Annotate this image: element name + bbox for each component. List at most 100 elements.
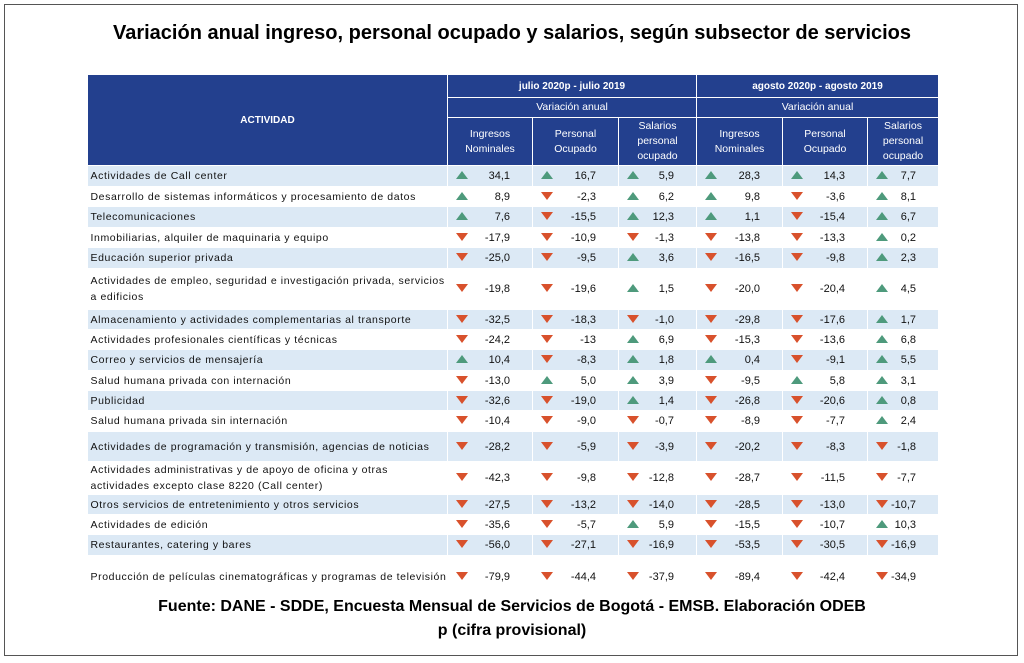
activity-cell: Correo y servicios de mensajería bbox=[87, 349, 448, 371]
value-text: -15,4 bbox=[819, 211, 845, 223]
arrow-down-icon bbox=[791, 416, 803, 424]
value-cell: -9,0 bbox=[532, 410, 619, 432]
arrow-down-icon bbox=[627, 499, 639, 508]
value-text: 1,4 bbox=[658, 394, 674, 407]
value-text: -8,3 bbox=[826, 440, 845, 453]
arrow-up-icon bbox=[876, 253, 888, 261]
value-cell: -20,0 bbox=[696, 268, 783, 310]
arrow-down-icon bbox=[627, 441, 639, 450]
value-cell: -10,7 bbox=[782, 514, 868, 535]
arrow-up-icon bbox=[876, 284, 888, 292]
value-cell: -28,2 bbox=[447, 431, 533, 462]
value-cell: -14,0 bbox=[618, 494, 697, 515]
value-text: 5,8 bbox=[829, 374, 845, 387]
header-activity: ACTIVIDAD bbox=[87, 74, 448, 166]
arrow-down-icon bbox=[791, 212, 803, 220]
value-cell: -1,0 bbox=[618, 309, 697, 330]
value-cell: -15,4 bbox=[782, 206, 868, 228]
arrow-up-icon bbox=[876, 395, 888, 404]
arrow-down-icon bbox=[705, 571, 717, 580]
arrow-down-icon bbox=[705, 314, 717, 323]
value-text: 1,8 bbox=[658, 354, 674, 366]
arrow-down-icon bbox=[791, 284, 803, 292]
arrow-up-icon bbox=[876, 375, 888, 384]
arrow-down-icon bbox=[627, 416, 639, 424]
value-cell: -10,9 bbox=[532, 227, 619, 248]
value-text: -17,9 bbox=[484, 231, 510, 244]
value-cell: -53,5 bbox=[696, 534, 783, 556]
value-text: -24,2 bbox=[484, 333, 510, 346]
arrow-down-icon bbox=[541, 473, 553, 481]
value-text: 6,8 bbox=[900, 333, 917, 346]
value-text: -25,0 bbox=[484, 252, 510, 264]
activity-cell: Actividades de empleo, seguridad e inves… bbox=[87, 268, 448, 310]
value-cell: -10,4 bbox=[447, 410, 533, 432]
arrow-up-icon bbox=[876, 232, 888, 241]
arrow-down-icon bbox=[791, 253, 803, 261]
value-text: -27,5 bbox=[484, 498, 510, 511]
value-cell: 3,1 bbox=[867, 370, 940, 391]
value-text: -13,6 bbox=[819, 333, 845, 346]
arrow-down-icon bbox=[541, 191, 553, 200]
arrow-down-icon bbox=[456, 540, 468, 548]
arrow-down-icon bbox=[791, 334, 803, 343]
value-cell: -8,3 bbox=[782, 431, 868, 462]
value-text: -16,5 bbox=[734, 252, 760, 264]
value-text: 6,7 bbox=[900, 211, 917, 223]
value-text: -19,0 bbox=[570, 394, 596, 407]
arrow-down-icon bbox=[456, 441, 468, 450]
arrow-down-icon bbox=[791, 473, 803, 481]
activity-cell: Salud humana privada sin internación bbox=[87, 410, 448, 432]
header-variation-august: Variación anual bbox=[695, 97, 940, 118]
header-col-ingresos: Ingresos Nominales bbox=[696, 117, 783, 166]
value-cell: -37,9 bbox=[618, 555, 697, 598]
value-text: -15,5 bbox=[734, 518, 760, 531]
arrow-up-icon bbox=[456, 355, 468, 363]
value-text: 34,1 bbox=[488, 170, 510, 182]
table-row: Educación superior privada -25,0 -9,5 3,6 -1… bbox=[87, 247, 940, 269]
value-cell: -5,7 bbox=[532, 514, 619, 535]
value-cell: -89,4 bbox=[696, 555, 783, 598]
activity-cell: Actividades de edición bbox=[87, 514, 448, 535]
arrow-down-icon bbox=[541, 519, 553, 528]
value-cell: 6,8 bbox=[867, 329, 940, 350]
arrow-down-icon bbox=[541, 499, 553, 508]
activity-cell: Desarrollo de sistemas informáticos y pr… bbox=[87, 186, 448, 207]
value-text: 4,5 bbox=[900, 283, 917, 295]
arrow-up-icon bbox=[456, 191, 468, 200]
value-text: -1,8 bbox=[897, 440, 917, 453]
table-row: Actividades de programación y transmisió… bbox=[87, 431, 940, 462]
value-cell: -34,9 bbox=[867, 555, 940, 598]
value-text: 10,4 bbox=[488, 354, 510, 366]
value-cell: 0,2 bbox=[867, 227, 940, 248]
provisional-note: p (cifra provisional) bbox=[437, 622, 587, 639]
value-text: -1,0 bbox=[655, 313, 674, 326]
value-cell: -20,6 bbox=[782, 390, 868, 411]
value-text: -32,6 bbox=[484, 394, 510, 407]
arrow-down-icon bbox=[456, 395, 468, 404]
value-cell: -44,4 bbox=[532, 555, 619, 598]
arrow-up-icon bbox=[627, 171, 639, 179]
arrow-down-icon bbox=[876, 571, 888, 580]
arrow-down-icon bbox=[456, 571, 468, 580]
value-cell: 8,1 bbox=[867, 186, 940, 207]
value-cell: -8,3 bbox=[532, 349, 619, 371]
arrow-up-icon bbox=[705, 212, 717, 220]
value-text: 0,2 bbox=[900, 231, 917, 244]
value-text: -20,0 bbox=[734, 283, 760, 295]
arrow-up-icon bbox=[876, 355, 888, 363]
header-col-ingresos: Ingresos Nominales bbox=[447, 117, 533, 166]
value-cell: 5,0 bbox=[532, 370, 619, 391]
value-cell: -13,2 bbox=[532, 494, 619, 515]
value-text: 14,3 bbox=[823, 170, 845, 182]
value-cell: -16,9 bbox=[618, 534, 697, 556]
value-cell: -7,7 bbox=[867, 461, 940, 495]
value-text: -9,8 bbox=[577, 472, 596, 484]
value-text: -13,2 bbox=[570, 498, 596, 511]
value-cell: -42,3 bbox=[447, 461, 533, 495]
arrow-up-icon bbox=[791, 375, 803, 384]
value-text: -2,3 bbox=[577, 190, 596, 203]
value-cell: -20,2 bbox=[696, 431, 783, 462]
value-text: 7,7 bbox=[900, 170, 917, 182]
table-row: Producción de películas cinematográficas… bbox=[87, 555, 940, 598]
